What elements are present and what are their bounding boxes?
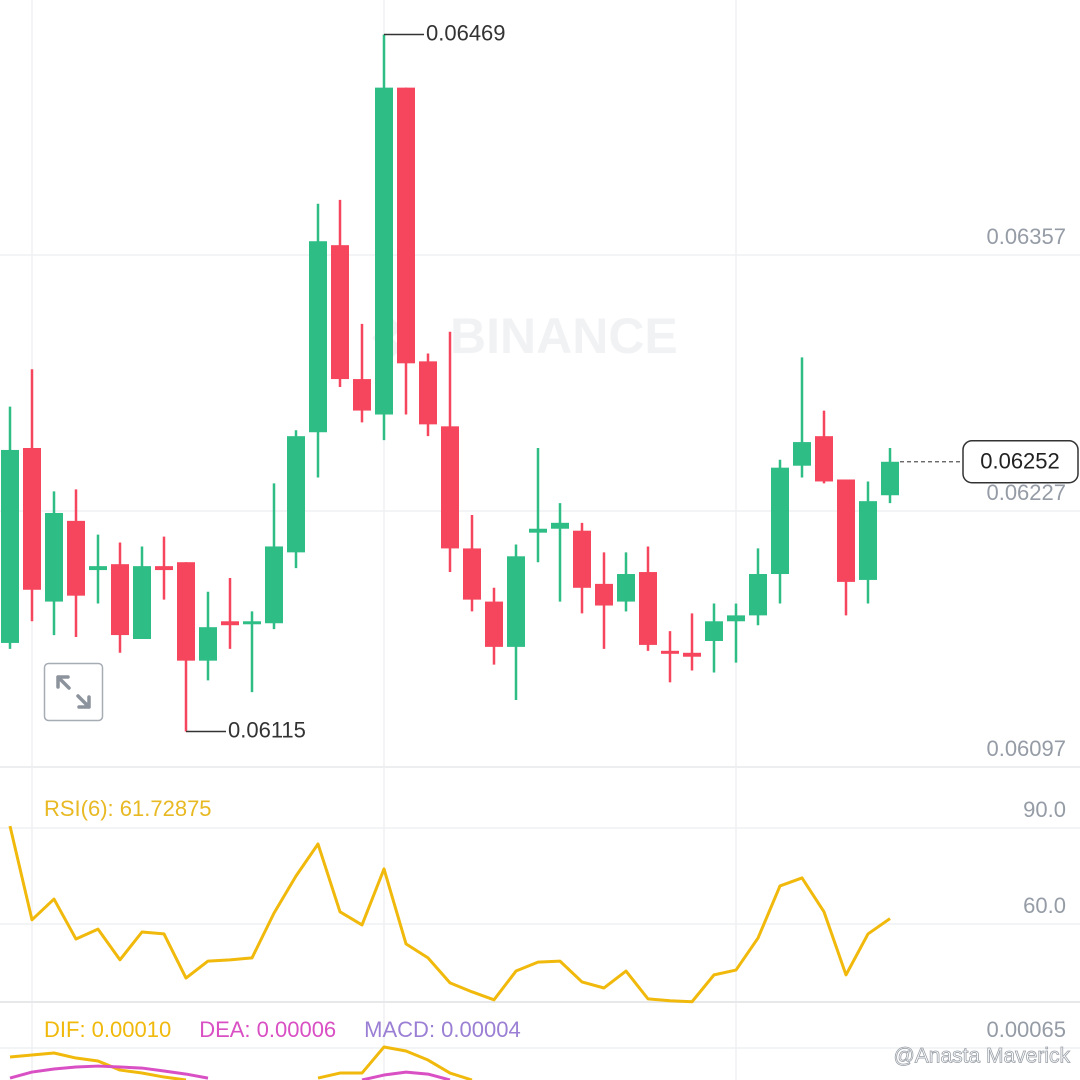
candle-body <box>419 361 437 425</box>
y-tick-label: 0.00065 <box>986 1017 1066 1042</box>
high-label: 0.06469 <box>426 20 506 45</box>
candle-body <box>309 241 327 433</box>
candle-body <box>89 566 107 571</box>
candle-body <box>639 572 657 645</box>
candle-body <box>485 601 503 647</box>
candle-body <box>111 564 129 636</box>
candle-body <box>573 530 591 588</box>
candle-body <box>551 522 569 529</box>
candle-body <box>177 562 195 661</box>
candle-body <box>661 650 679 654</box>
legend-entry: DIF: 0.00010 <box>44 1017 171 1042</box>
indicator-line <box>8 825 891 1004</box>
candle-body <box>375 87 393 415</box>
credit: @Anasta Maverick <box>893 1045 1070 1068</box>
candle-body <box>155 566 173 571</box>
candle-body <box>683 652 701 657</box>
candle-body <box>1 449 19 643</box>
candle-body <box>705 621 723 641</box>
candle-body <box>23 447 41 590</box>
indicator-line <box>9 1064 451 1080</box>
watermark: BINANCE <box>372 308 678 364</box>
candle-body <box>815 436 833 482</box>
candle-body <box>243 621 261 625</box>
y-tick-label: 90.0 <box>1023 797 1066 822</box>
y-tick-label: 0.06227 <box>986 480 1066 505</box>
low-label: 0.06115 <box>228 717 306 742</box>
candle-body <box>199 627 217 661</box>
last-price-box <box>962 440 1079 484</box>
y-tick-label: 60.0 <box>1023 893 1066 918</box>
y-tick-label: 0.06357 <box>986 224 1066 249</box>
candle-body <box>507 556 525 647</box>
candle-body <box>749 574 767 616</box>
candle-body <box>529 528 547 533</box>
candle-body <box>133 566 151 640</box>
indicator-title: RSI(6): 61.72875 <box>44 796 212 821</box>
legend-entry: MACD: 0.00004 <box>364 1017 521 1042</box>
legend-entry: DEA: 0.00006 <box>199 1017 336 1042</box>
watermark-text: BINANCE <box>450 308 678 364</box>
candle-body <box>837 479 855 582</box>
candle-body <box>331 245 349 380</box>
candle-body <box>265 546 283 624</box>
expand-button[interactable] <box>43 662 104 722</box>
last-price-label: 0.06252 <box>980 449 1060 474</box>
candle-body <box>727 615 745 622</box>
candle-body <box>221 621 239 626</box>
candle-body <box>881 461 899 496</box>
candle-body <box>463 548 481 600</box>
candle-body <box>353 379 371 411</box>
y-tick-label: 0.06097 <box>986 736 1066 761</box>
candle-body <box>793 442 811 466</box>
candle-body <box>771 467 789 575</box>
candle-body <box>617 574 635 602</box>
candle-body <box>595 583 613 606</box>
candle-body <box>67 520 85 596</box>
candle-body <box>45 512 63 602</box>
candle-body <box>287 436 305 553</box>
candle-body <box>859 501 877 580</box>
candle-body <box>441 426 459 549</box>
indicator-line <box>9 1045 473 1080</box>
candle-body <box>397 87 415 364</box>
